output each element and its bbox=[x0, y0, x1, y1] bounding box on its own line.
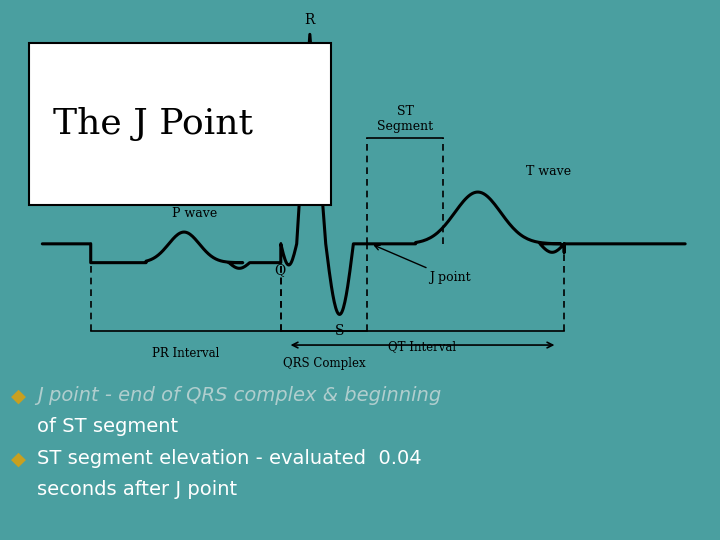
Text: J point: J point bbox=[374, 245, 471, 285]
Text: ST segment elevation - evaluated  0.04: ST segment elevation - evaluated 0.04 bbox=[37, 449, 422, 469]
Text: The J Point: The J Point bbox=[53, 107, 253, 141]
Text: PR Interval: PR Interval bbox=[153, 347, 220, 360]
Text: ◆: ◆ bbox=[11, 386, 26, 405]
Text: QT Interval: QT Interval bbox=[388, 340, 456, 353]
Text: of ST segment: of ST segment bbox=[37, 416, 179, 436]
Text: S: S bbox=[335, 324, 344, 338]
Text: Q: Q bbox=[274, 263, 286, 276]
Text: R: R bbox=[305, 14, 315, 28]
Text: ST
Segment: ST Segment bbox=[377, 105, 433, 133]
Text: J point - end of QRS complex & beginning: J point - end of QRS complex & beginning bbox=[37, 386, 441, 405]
Text: QRS Complex: QRS Complex bbox=[283, 357, 366, 370]
Text: seconds after J point: seconds after J point bbox=[37, 480, 238, 499]
Text: T wave: T wave bbox=[526, 165, 571, 178]
Text: P wave: P wave bbox=[172, 207, 217, 220]
Text: ◆: ◆ bbox=[11, 449, 26, 469]
